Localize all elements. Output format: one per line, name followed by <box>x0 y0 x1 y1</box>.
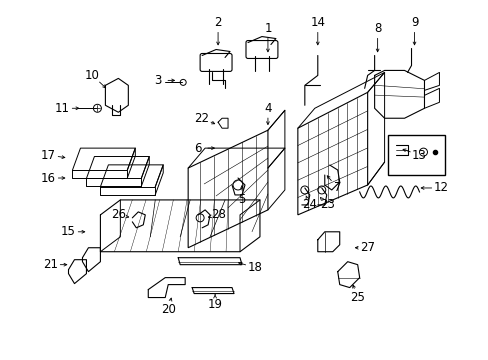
Text: 5: 5 <box>238 193 245 206</box>
Text: 18: 18 <box>247 261 262 274</box>
Text: 7: 7 <box>333 181 341 194</box>
Text: 9: 9 <box>410 16 417 29</box>
Text: 28: 28 <box>210 208 225 221</box>
Text: 1: 1 <box>264 22 271 35</box>
Text: 3: 3 <box>154 74 162 87</box>
Text: 14: 14 <box>310 16 325 29</box>
Bar <box>387 135 445 175</box>
Text: 4: 4 <box>264 102 271 115</box>
Text: 17: 17 <box>41 149 56 162</box>
Text: 27: 27 <box>360 241 374 254</box>
Text: 13: 13 <box>411 149 426 162</box>
Text: 19: 19 <box>207 298 222 311</box>
Text: 24: 24 <box>302 198 317 211</box>
Text: 16: 16 <box>41 171 56 185</box>
Text: 8: 8 <box>373 22 381 35</box>
Text: 23: 23 <box>320 198 334 211</box>
Text: 12: 12 <box>433 181 448 194</box>
Text: 11: 11 <box>55 102 70 115</box>
Text: 26: 26 <box>111 208 125 221</box>
Text: 10: 10 <box>85 69 100 82</box>
Text: 22: 22 <box>194 112 209 125</box>
Text: 15: 15 <box>61 225 76 238</box>
Text: 2: 2 <box>214 16 222 29</box>
Text: 6: 6 <box>194 141 202 155</box>
Text: 25: 25 <box>349 291 365 304</box>
Text: 20: 20 <box>161 303 175 316</box>
Text: 21: 21 <box>43 258 58 271</box>
